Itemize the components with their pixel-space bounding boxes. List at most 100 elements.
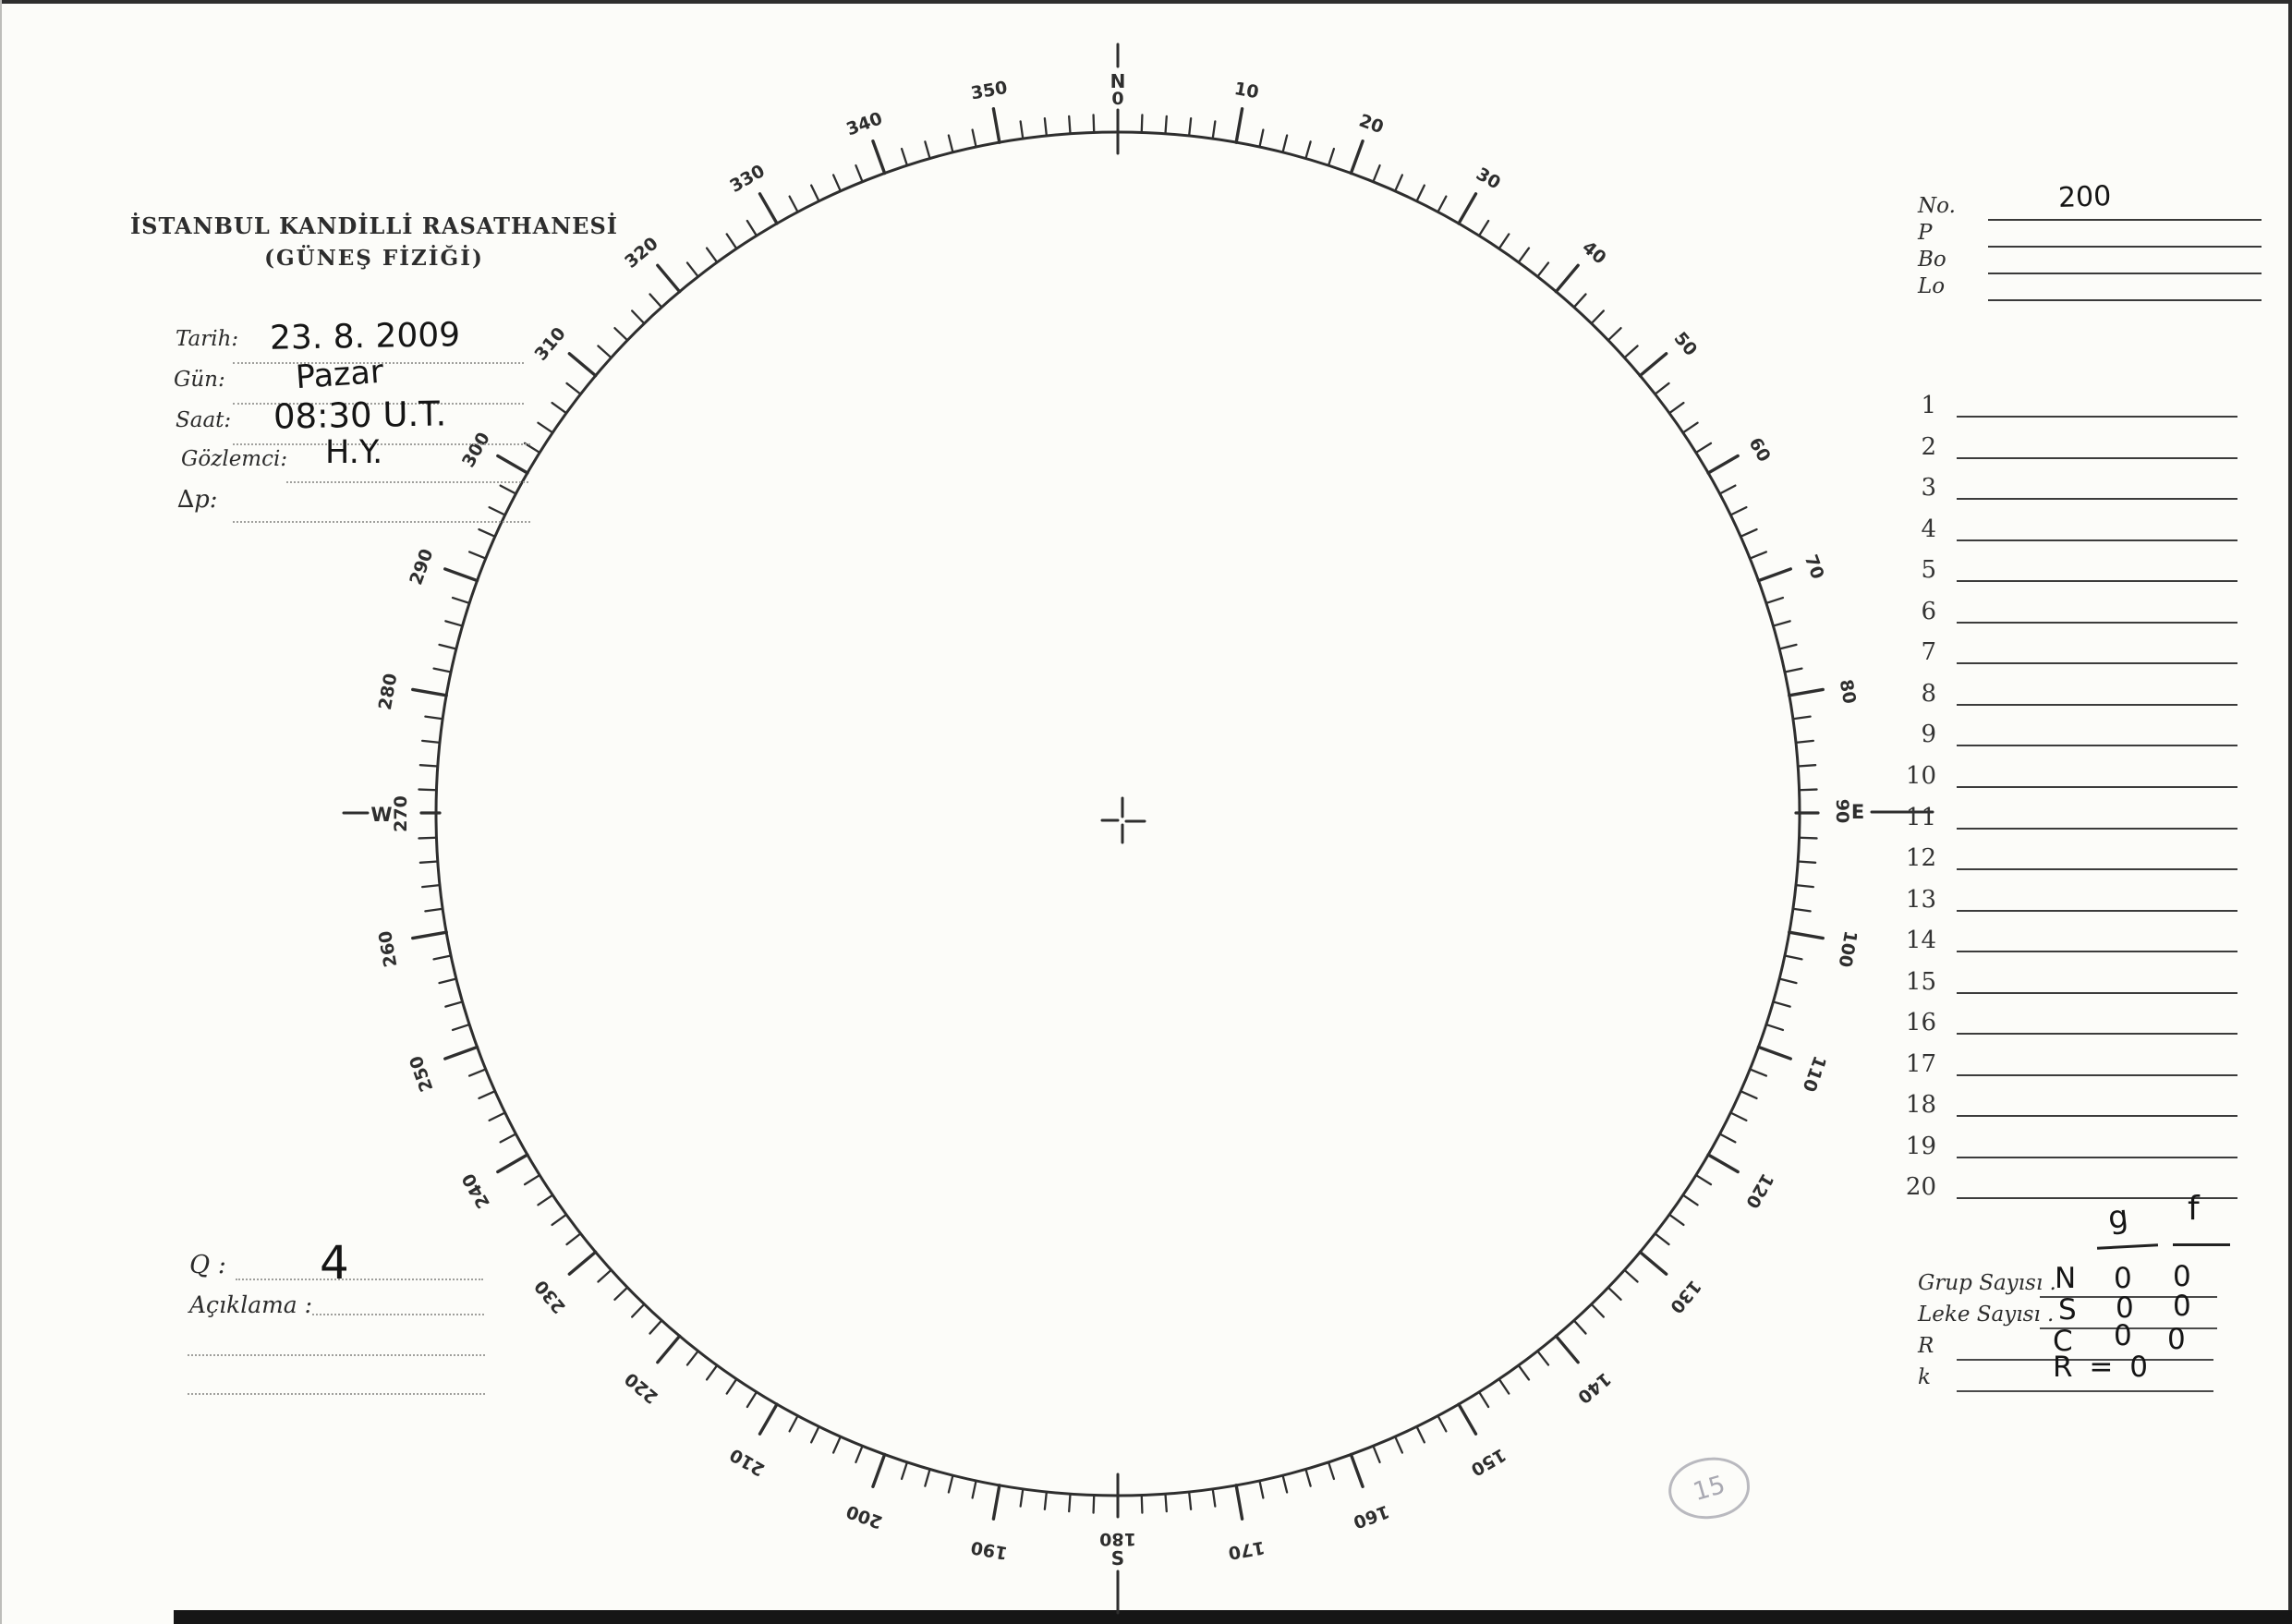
degree-label: 60: [1744, 434, 1774, 466]
stats-value: 0: [2173, 1260, 2191, 1293]
scan-edge-right: [2288, 0, 2292, 1624]
degree-label: 260: [375, 929, 402, 969]
row-number: 3: [1921, 474, 1936, 503]
field-line-lo: [1988, 299, 2262, 301]
row-line: [1957, 1156, 2237, 1158]
degree-label: 70: [1801, 552, 1828, 582]
field-line-delta-p: [233, 521, 530, 523]
field-value-q: 4: [320, 1236, 349, 1290]
svg-text:270: 270: [391, 795, 411, 832]
stats-value: 0: [2116, 1291, 2134, 1325]
stats-col-underline-f: [2173, 1243, 2230, 1246]
stats-value: 0: [2167, 1323, 2186, 1356]
stats-label-k: k: [1918, 1365, 1931, 1389]
row-line: [1957, 951, 2237, 953]
row-number: 8: [1921, 679, 1936, 708]
row-number: 12: [1905, 844, 1936, 873]
stats-line-k: [1957, 1390, 2213, 1392]
degree-label: 40: [1578, 237, 1609, 269]
degree-label: 170: [1227, 1537, 1267, 1564]
scan-edge-bottom: [174, 1610, 2292, 1624]
stats-line-leke: [2040, 1327, 2217, 1329]
row-number: 20: [1905, 1173, 1936, 1202]
field-line-saat: [233, 443, 530, 445]
row-line: [1957, 662, 2237, 665]
row-line: [1957, 703, 2237, 706]
degree-label: 140: [1573, 1368, 1615, 1407]
field-value-tarih: 23. 8. 2009: [269, 316, 461, 358]
degree-label: 160: [1351, 1501, 1392, 1533]
row-line: [1957, 785, 2237, 788]
field-line-gozlemci: [286, 481, 528, 483]
degree-label: 220: [621, 1368, 662, 1407]
row-number: 7: [1921, 638, 1936, 667]
row-line: [1957, 456, 2237, 459]
field-line-gun: [233, 403, 524, 405]
degree-label: 130: [1666, 1276, 1704, 1317]
degree-label: 20: [1356, 111, 1386, 139]
stats-value: C: [2053, 1325, 2073, 1358]
degree-label: 190: [969, 1537, 1009, 1564]
field-line-p: [1988, 246, 2262, 248]
row-line: [1957, 1197, 2237, 1200]
row-line: [1957, 498, 2237, 501]
row-line: [1957, 1073, 2237, 1076]
stats-value: S: [2058, 1293, 2077, 1327]
svg-text:0: 0: [1111, 89, 1123, 109]
degree-label: 280: [375, 672, 402, 711]
dial-tick-ring: [411, 107, 1825, 1521]
degree-label: 310: [530, 323, 569, 365]
field-label-gozlemci: Gözlemci:: [181, 447, 288, 471]
scan-edge-left: [0, 0, 2, 1624]
row-number: 18: [1905, 1091, 1936, 1120]
degree-label: 150: [1467, 1444, 1509, 1480]
observatory-subtitle: (GÜNEŞ FİZİĞİ): [264, 246, 484, 271]
stats-line-grup: [2040, 1296, 2217, 1298]
field-label-gun: Gün:: [174, 368, 225, 392]
cardinal-e: 90E: [1794, 799, 1934, 823]
field-line-tarih: [233, 362, 524, 364]
degree-label: 10: [1232, 79, 1260, 103]
row-number: 11: [1905, 803, 1936, 831]
degree-label: 80: [1836, 678, 1860, 706]
field-line-aciklama: [312, 1314, 484, 1315]
row-number: 16: [1905, 1009, 1936, 1037]
cardinal-n: N0: [1110, 42, 1126, 155]
field-value-gozlemci: H.Y.: [325, 434, 383, 471]
row-line: [1957, 539, 2237, 541]
row-number: 14: [1905, 927, 1936, 955]
row-number: 17: [1905, 1049, 1936, 1078]
field-label-saat: Saat:: [176, 408, 232, 432]
field-label-aciklama: Açıklama :: [189, 1291, 313, 1318]
field-value-gun: Pazar: [294, 353, 385, 397]
row-line: [1957, 745, 2237, 747]
aciklama-extra-line: [188, 1354, 485, 1356]
field-label-no: No.: [1918, 194, 1956, 218]
field-label-q: Q :: [189, 1251, 226, 1279]
row-line: [1957, 909, 2237, 912]
row-number: 13: [1905, 885, 1936, 914]
field-label-bo: Bo: [1918, 248, 1946, 272]
row-number: 2: [1921, 432, 1936, 461]
degree-label: 300: [458, 429, 494, 470]
degree-label: 330: [726, 161, 768, 197]
field-value-saat: 08:30 U.T.: [273, 394, 447, 437]
field-line-no: [1988, 219, 2262, 221]
degree-label: 340: [843, 108, 885, 139]
stats-line-r: [1957, 1359, 2213, 1361]
row-line: [1957, 416, 2237, 418]
field-label-lo: Lo: [1918, 274, 1946, 298]
disk-center-cross: [1100, 796, 1146, 844]
svg-text:180: 180: [1099, 1529, 1136, 1549]
row-line: [1957, 827, 2237, 830]
row-number: 15: [1905, 967, 1936, 996]
row-line: [1957, 621, 2237, 624]
field-line-bo: [1988, 273, 2262, 274]
stats-label-r: R: [1918, 1334, 1934, 1358]
svg-text:N: N: [1110, 70, 1126, 92]
row-number: 1: [1921, 392, 1936, 419]
